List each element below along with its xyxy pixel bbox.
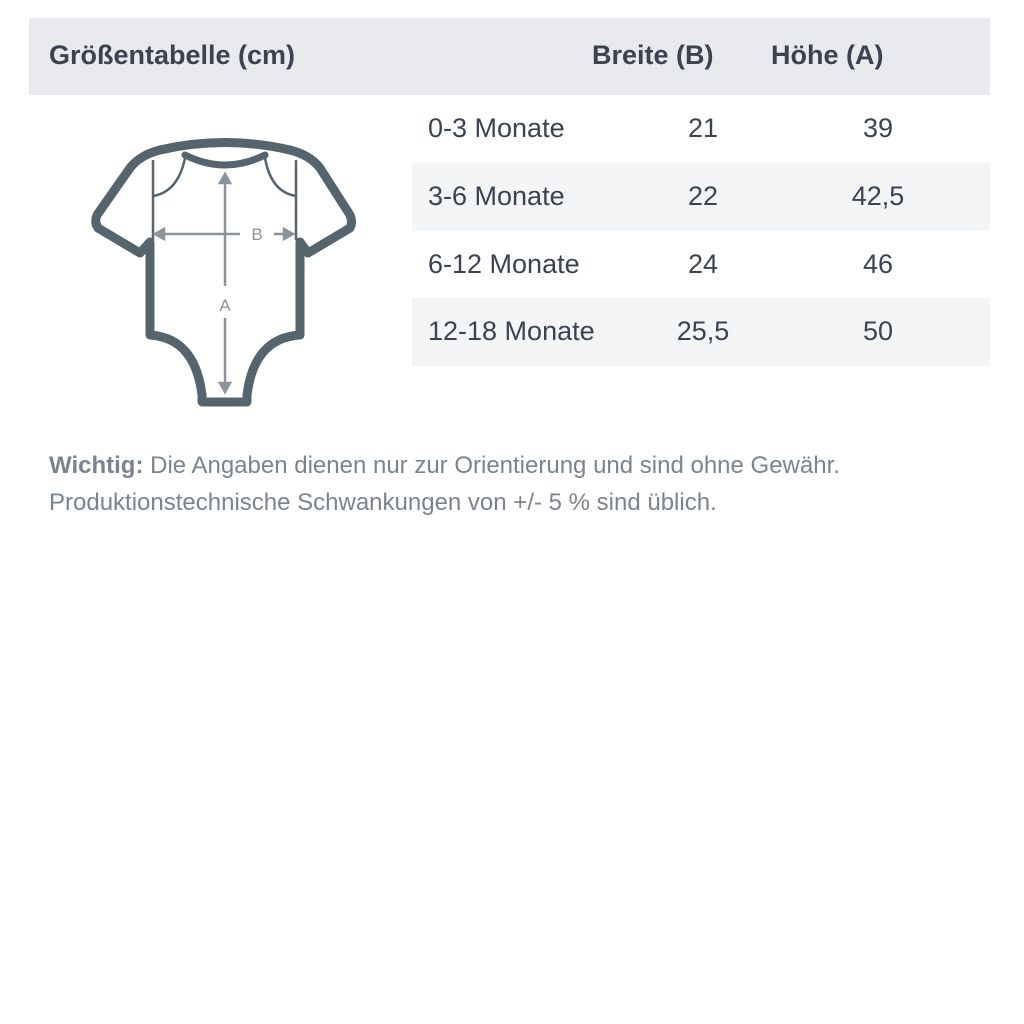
height-value: 50 <box>862 316 894 346</box>
column-header-height: Höhe (A) <box>771 40 884 70</box>
table-row: 6-12 Monate 24 46 <box>412 231 990 299</box>
label-a: A <box>219 296 231 315</box>
height-value: 39 <box>862 113 894 143</box>
table-row: 0-3 Monate 21 39 <box>412 95 990 163</box>
baby-bodysuit-icon: B A <box>91 138 356 407</box>
note-line-2: Produktionstechnische Schwankungen von +… <box>49 489 717 516</box>
width-value: 22 <box>687 181 719 211</box>
size-label: 6-12 Monate <box>428 249 580 279</box>
width-value: 25,5 <box>676 316 730 346</box>
table-row: 12-18 Monate 25,5 50 <box>412 298 990 366</box>
size-label: 12-18 Monate <box>428 316 595 346</box>
label-b: B <box>251 225 262 244</box>
column-header-width: Breite (B) <box>592 40 714 70</box>
width-value: 24 <box>687 249 719 279</box>
table-title: Größentabelle (cm) <box>49 40 296 70</box>
note-line-1: Die Angaben dienen nur zur Orientierung … <box>150 452 840 479</box>
note-label: Wichtig: <box>49 452 144 479</box>
size-label: 0-3 Monate <box>428 113 565 143</box>
height-value: 46 <box>862 249 894 279</box>
table-row: 3-6 Monate 22 42,5 <box>412 163 990 231</box>
size-label: 3-6 Monate <box>428 181 565 211</box>
height-value: 42,5 <box>851 181 905 211</box>
width-value: 21 <box>687 113 719 143</box>
disclaimer-note: Wichtig: Die Angaben dienen nur zur Orie… <box>49 447 840 521</box>
table-header: Größentabelle (cm) Breite (B) Höhe (A) <box>29 18 990 95</box>
